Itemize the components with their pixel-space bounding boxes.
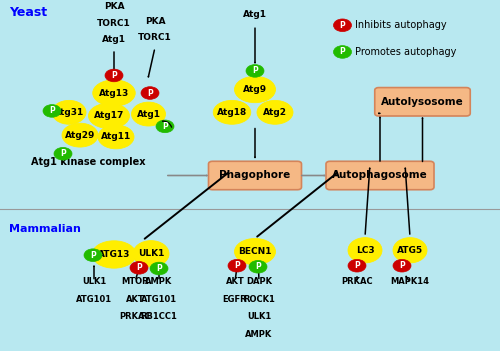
Text: P: P: [136, 263, 142, 272]
Text: P: P: [156, 264, 162, 273]
Circle shape: [334, 46, 351, 58]
Circle shape: [150, 262, 168, 275]
Text: ULK1: ULK1: [138, 249, 164, 258]
Text: ATG101: ATG101: [76, 295, 112, 304]
Text: P: P: [90, 251, 96, 260]
Circle shape: [393, 259, 411, 272]
Text: AMPK: AMPK: [246, 330, 272, 339]
Text: ULK1: ULK1: [82, 277, 106, 286]
Text: Atg31: Atg31: [54, 108, 84, 117]
Circle shape: [54, 147, 72, 160]
Text: P: P: [252, 66, 258, 75]
Text: BECN1: BECN1: [238, 247, 272, 256]
Ellipse shape: [93, 80, 135, 106]
Ellipse shape: [133, 241, 169, 267]
Circle shape: [156, 120, 174, 133]
Ellipse shape: [98, 125, 134, 149]
Text: ROCK1: ROCK1: [243, 295, 275, 304]
Text: Atg1 kinase complex: Atg1 kinase complex: [31, 157, 145, 167]
Ellipse shape: [213, 100, 251, 124]
Text: Atg9: Atg9: [243, 85, 267, 94]
Circle shape: [130, 261, 148, 274]
FancyBboxPatch shape: [208, 161, 302, 190]
FancyBboxPatch shape: [375, 87, 470, 116]
Text: EGFR: EGFR: [222, 295, 248, 304]
Text: AKT: AKT: [126, 295, 144, 304]
Ellipse shape: [257, 100, 293, 124]
Circle shape: [105, 69, 123, 82]
Text: Autophagosome: Autophagosome: [332, 171, 428, 180]
Text: DAPK: DAPK: [246, 277, 272, 286]
Text: Atg13: Atg13: [99, 88, 129, 98]
Text: P: P: [162, 122, 168, 131]
Text: TORC1: TORC1: [138, 33, 172, 42]
Text: ATG5: ATG5: [397, 246, 423, 255]
Text: P: P: [255, 262, 261, 271]
Text: P: P: [340, 47, 345, 57]
Ellipse shape: [393, 238, 427, 263]
Text: Mammalian: Mammalian: [9, 224, 81, 234]
Circle shape: [249, 260, 267, 273]
Text: P: P: [234, 261, 240, 270]
Text: Atg17: Atg17: [94, 111, 124, 120]
Text: P: P: [60, 149, 66, 158]
Circle shape: [141, 87, 159, 99]
Text: Atg1: Atg1: [102, 35, 126, 44]
Text: Atg11: Atg11: [101, 132, 131, 141]
Text: PKA: PKA: [144, 17, 166, 26]
Text: Atg29: Atg29: [65, 131, 95, 140]
Text: P: P: [340, 21, 345, 30]
Text: AMPK: AMPK: [146, 277, 172, 286]
FancyBboxPatch shape: [326, 161, 434, 190]
Text: Autolysosome: Autolysosome: [381, 97, 464, 107]
Text: P: P: [147, 88, 153, 98]
Ellipse shape: [62, 123, 98, 147]
Text: MAPK14: MAPK14: [390, 277, 430, 286]
Text: P: P: [399, 261, 405, 270]
Ellipse shape: [88, 103, 130, 128]
Ellipse shape: [234, 76, 276, 102]
Text: P: P: [111, 71, 117, 80]
Text: P: P: [49, 106, 55, 115]
Circle shape: [246, 65, 264, 77]
Text: Atg1: Atg1: [136, 110, 160, 119]
Text: Atg18: Atg18: [217, 108, 247, 117]
Text: ATG101: ATG101: [141, 295, 177, 304]
Text: ATG13: ATG13: [98, 250, 130, 259]
Text: PRKAC: PRKAC: [341, 277, 373, 286]
Ellipse shape: [348, 238, 382, 263]
Text: LC3: LC3: [356, 246, 374, 255]
Text: TORC1: TORC1: [97, 19, 131, 28]
Text: Inhibits autophagy: Inhibits autophagy: [355, 20, 446, 30]
Text: Yeast: Yeast: [9, 6, 47, 19]
Text: PKA: PKA: [104, 2, 124, 11]
Text: ULK1: ULK1: [247, 312, 271, 322]
Ellipse shape: [132, 102, 166, 126]
Text: AKT: AKT: [226, 277, 244, 286]
Circle shape: [334, 19, 351, 32]
Text: PRKAC: PRKAC: [119, 312, 151, 322]
Ellipse shape: [234, 239, 276, 265]
Text: P: P: [354, 261, 360, 270]
Ellipse shape: [52, 100, 86, 124]
Circle shape: [43, 105, 61, 117]
Text: Atg1: Atg1: [243, 10, 267, 19]
Text: Atg2: Atg2: [263, 108, 287, 117]
Text: RB1CC1: RB1CC1: [140, 312, 177, 322]
Circle shape: [84, 249, 102, 261]
Text: Phagophore: Phagophore: [220, 171, 290, 180]
Circle shape: [348, 259, 366, 272]
Circle shape: [228, 259, 246, 272]
Text: Promotes autophagy: Promotes autophagy: [355, 47, 456, 57]
Text: MTOR: MTOR: [121, 277, 149, 286]
Ellipse shape: [92, 241, 136, 268]
